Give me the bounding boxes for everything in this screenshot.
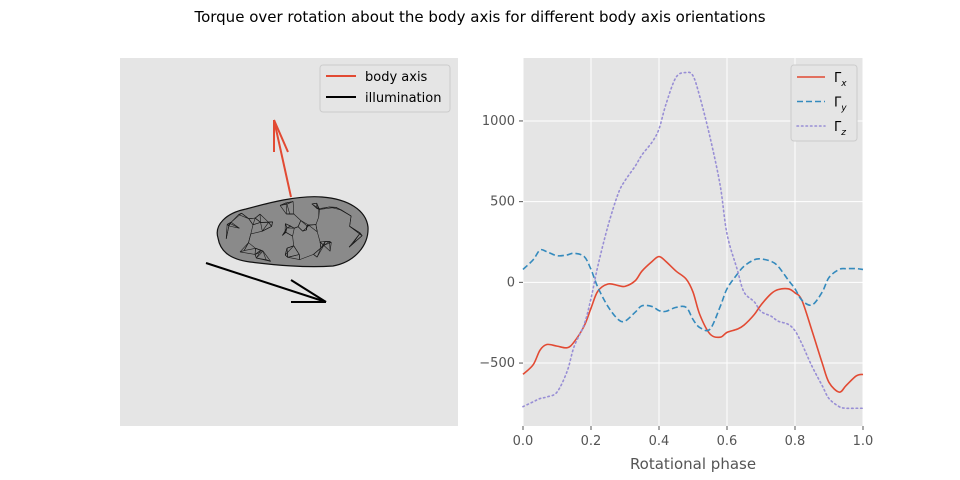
grid-lines — [522, 58, 864, 426]
body-axis-arrow — [273, 119, 292, 198]
chart-legend: Γx Γy Γz — [790, 64, 858, 142]
x-tick-label: 1.0 — [853, 434, 874, 449]
legend-label-body-axis: body axis — [365, 70, 428, 85]
series-layer — [522, 71, 864, 410]
series-line-y — [522, 248, 864, 332]
y-tick-label: 500 — [490, 195, 515, 210]
y-tick-label: 1000 — [482, 114, 515, 129]
x-tick-label: 0.8 — [785, 434, 806, 449]
series-line-z — [522, 71, 864, 410]
torque-chart: 0.0 0.2 0.4 0.6 0.8 1.0 −500 0 500 1000 Rotationa… — [479, 58, 873, 473]
chart-legend-frame — [790, 64, 858, 142]
x-tick-label: 0.2 — [581, 434, 602, 449]
legend-label-illumination: illumination — [365, 91, 441, 106]
x-tick-label: 0.0 — [513, 434, 534, 449]
asteroid-mesh — [225, 201, 363, 262]
illumination-arrow — [205, 262, 327, 303]
legend-label-gamma-x: Γx — [834, 71, 847, 89]
asteroid-shape — [216, 196, 369, 268]
y-tick-label: 0 — [507, 275, 515, 290]
figure-title: Torque over rotation about the body axis… — [194, 8, 766, 26]
axis-ticks: 0.0 0.2 0.4 0.6 0.8 1.0 −500 0 500 1000 — [479, 114, 873, 449]
x-tick-label: 0.4 — [649, 434, 670, 449]
x-axis-label: Rotational phase — [630, 455, 756, 473]
x-tick-label: 0.6 — [717, 434, 738, 449]
left-legend: body axis illumination — [319, 64, 451, 113]
body-axis-3d-panel: body axis illumination — [120, 58, 458, 426]
y-tick-label: −500 — [479, 356, 515, 371]
legend-label-gamma-z: Γz — [834, 120, 846, 138]
legend-label-gamma-y: Γy — [834, 96, 847, 114]
